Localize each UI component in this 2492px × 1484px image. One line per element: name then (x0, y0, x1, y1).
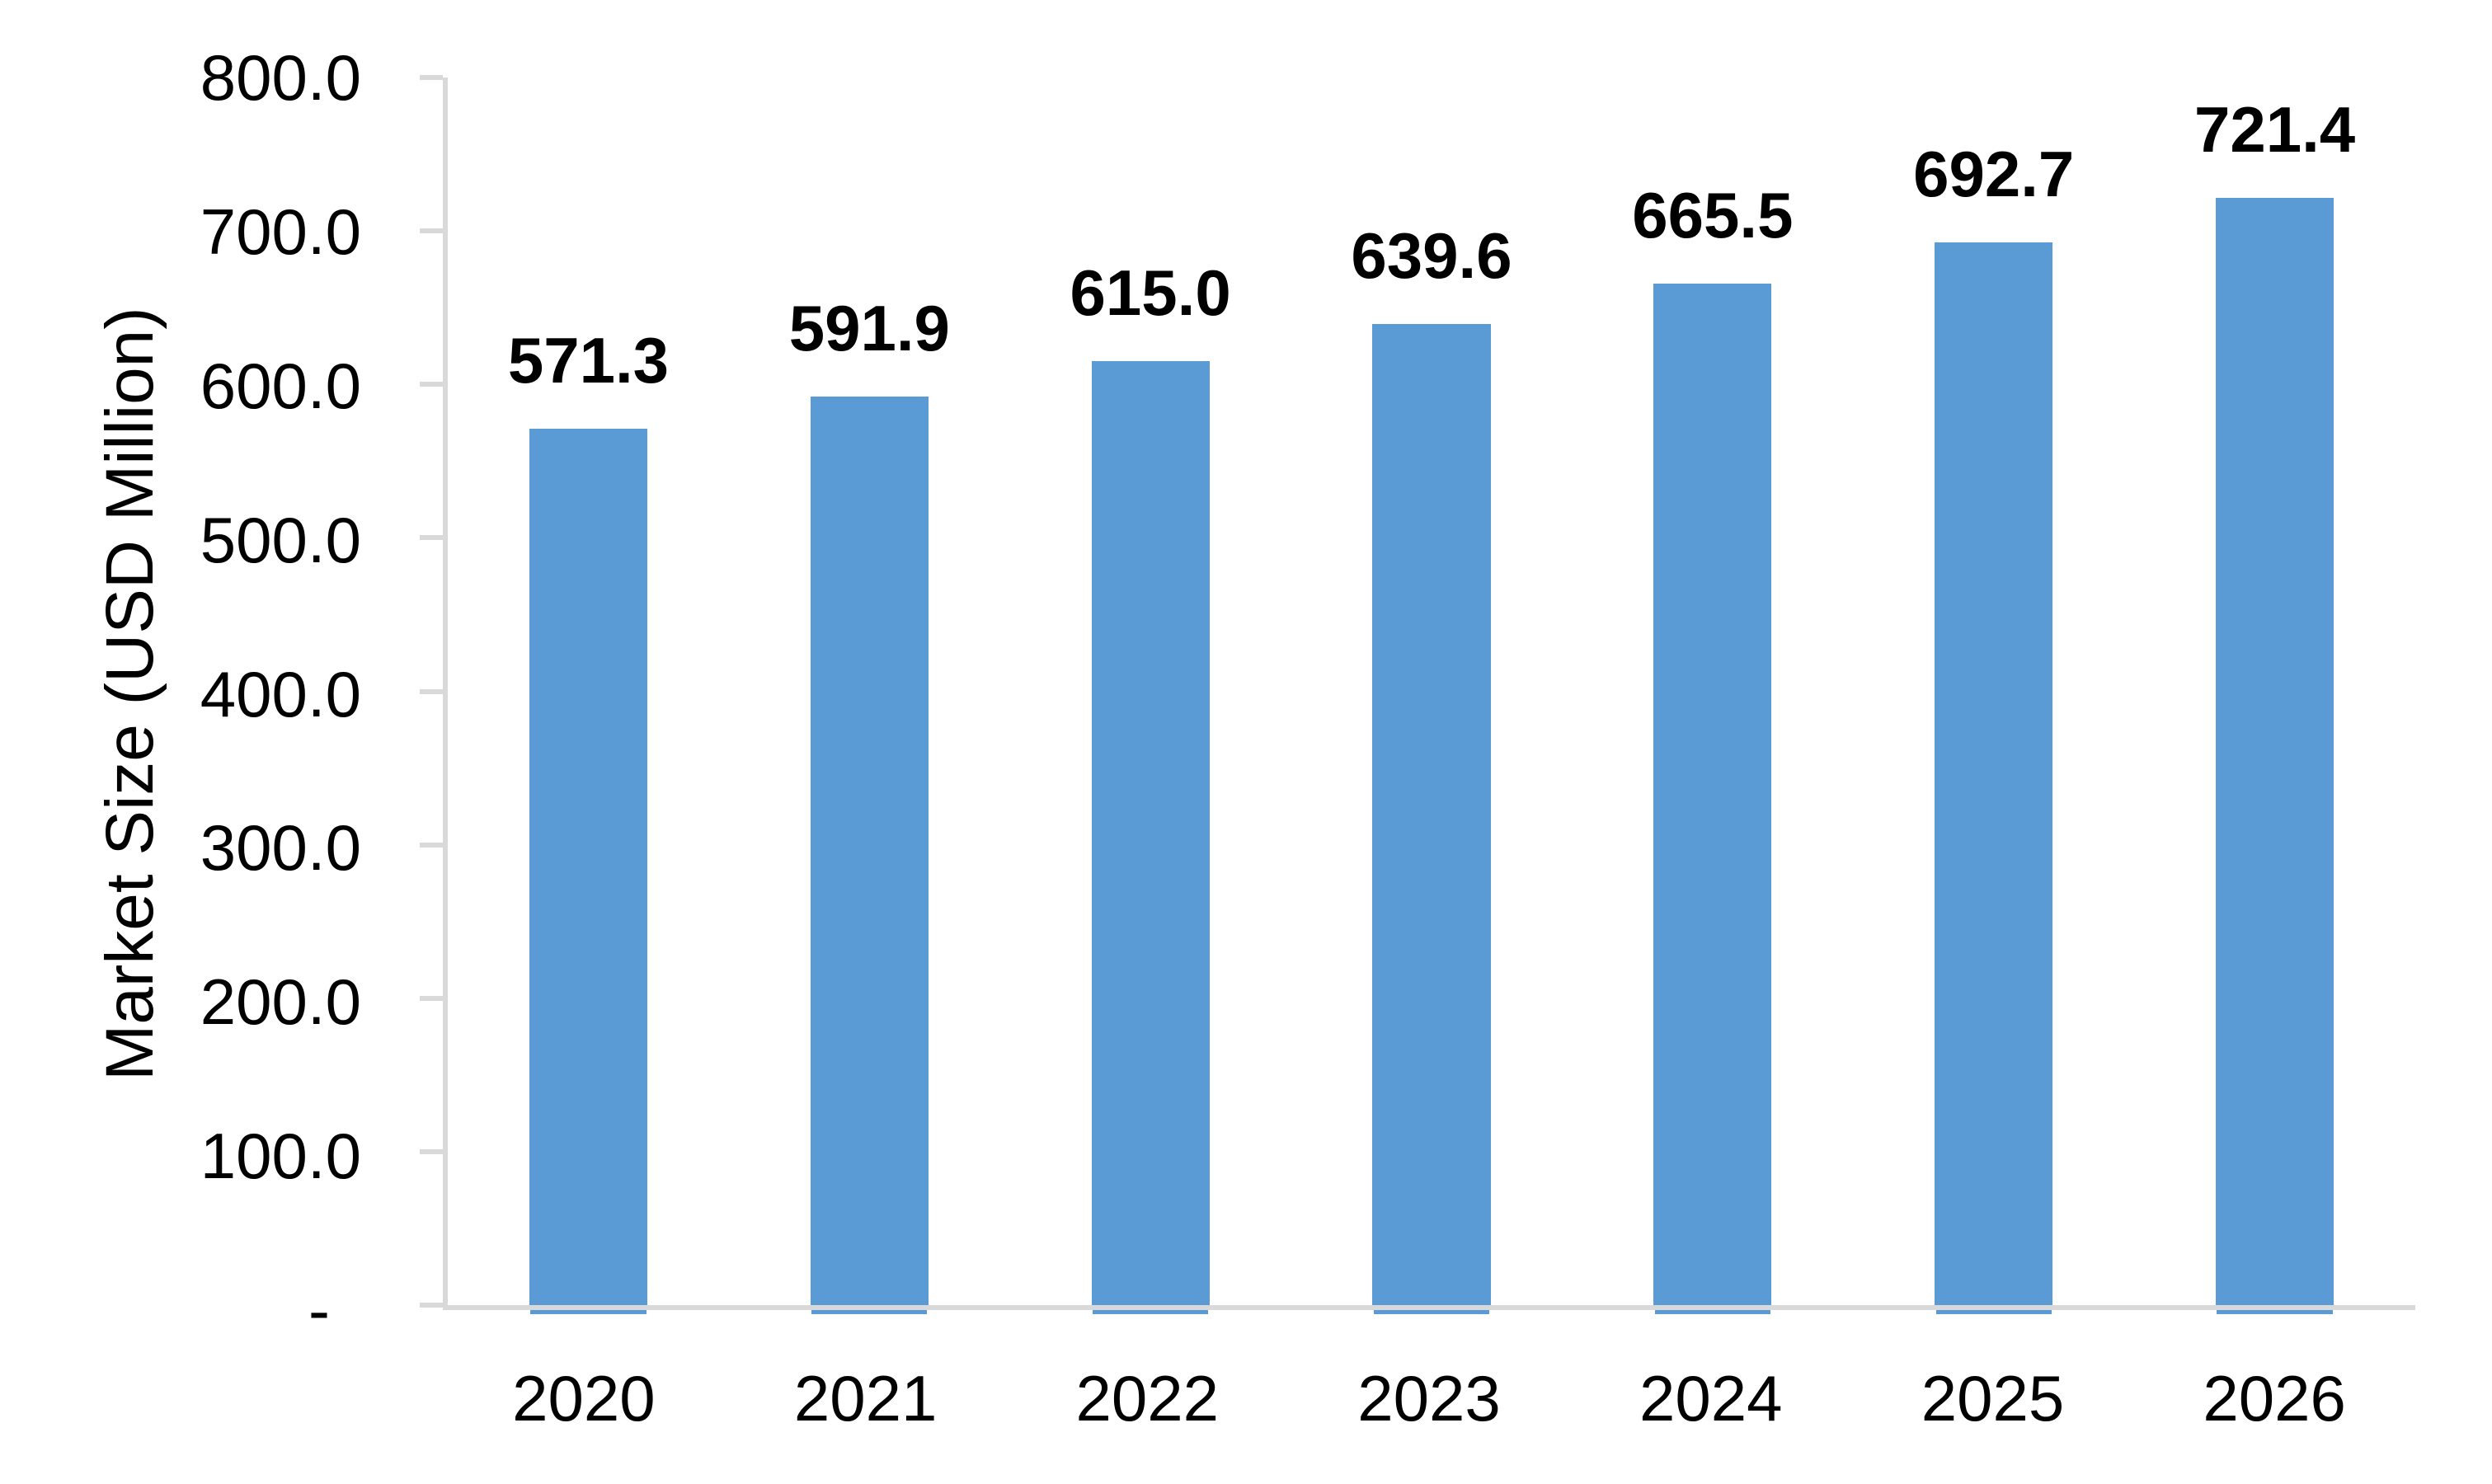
y-tick-label: 500.0 (200, 503, 361, 576)
x-tick-label: 2025 (1921, 1362, 2065, 1435)
category-cell: 665.5 (1572, 77, 1853, 1314)
bar (2216, 198, 2334, 1314)
y-tick-label: 200.0 (200, 965, 361, 1039)
y-tick-mark (420, 842, 443, 848)
x-tick-label: 2020 (512, 1362, 656, 1435)
x-axis-labels: 2020 2021 2022 2023 2024 2025 2026 (443, 1366, 2415, 1430)
bar-value-label: 615.0 (1070, 256, 1231, 330)
bar-value-label: 571.3 (507, 323, 670, 397)
y-axis-tick-labels: 800.0 700.0 600.0 500.0 400.0 300.0 200.0 100.0… (0, 45, 361, 1342)
category-cell: 692.7 (1853, 77, 2134, 1315)
x-tick-label: 2024 (1639, 1362, 1783, 1435)
category-cell: 721.4 (2134, 77, 2415, 1314)
x-tick-label: 2026 (2203, 1362, 2346, 1435)
y-tick-label: 600.0 (200, 349, 361, 422)
y-tick-label: 400.0 (200, 657, 361, 730)
y-tick-mark (420, 1148, 443, 1154)
x-tick-label: 2023 (1357, 1362, 1501, 1435)
category-cell: 591.9 (729, 77, 1010, 1314)
category-cell: 615.0 (1010, 77, 1291, 1314)
y-tick-label: 300.0 (200, 811, 361, 885)
bar (810, 397, 929, 1314)
category-cell: 571.3 (448, 77, 729, 1315)
plot-area: 571.3 591.9 615.0 639.6 665.5 692.7 721.4 (420, 75, 2415, 1315)
bar (1372, 323, 1491, 1315)
bar (1653, 284, 1772, 1314)
x-tick-label: 2021 (793, 1362, 938, 1435)
bar-value-label: 591.9 (788, 292, 950, 365)
bar (529, 428, 647, 1315)
y-tick-label: 100.0 (200, 1120, 361, 1193)
bar-value-label: 692.7 (1913, 137, 2075, 210)
bar-value-label: 721.4 (2193, 93, 2356, 167)
y-tick-mark (420, 228, 443, 234)
y-tick-mark (420, 688, 443, 694)
y-tick-mark (420, 382, 443, 387)
y-tick-mark (420, 535, 443, 541)
bar-value-label: 665.5 (1632, 179, 1794, 252)
bar-value-label: 639.6 (1351, 218, 1512, 292)
bar (1935, 242, 2053, 1315)
y-tick-mark (420, 995, 443, 1001)
y-tick-mark (420, 75, 443, 80)
category-cell: 639.6 (1291, 77, 1573, 1315)
y-tick-label: 700.0 (200, 195, 361, 268)
y-tick-label: - (308, 1274, 330, 1346)
bar (1091, 361, 1210, 1314)
y-tick-mark (420, 1303, 443, 1308)
x-tick-label: 2022 (1075, 1362, 1220, 1435)
y-tick-label: 800.0 (200, 41, 361, 114)
bars-container: 571.3 591.9 615.0 639.6 665.5 692.7 721.4 (448, 77, 2415, 1315)
